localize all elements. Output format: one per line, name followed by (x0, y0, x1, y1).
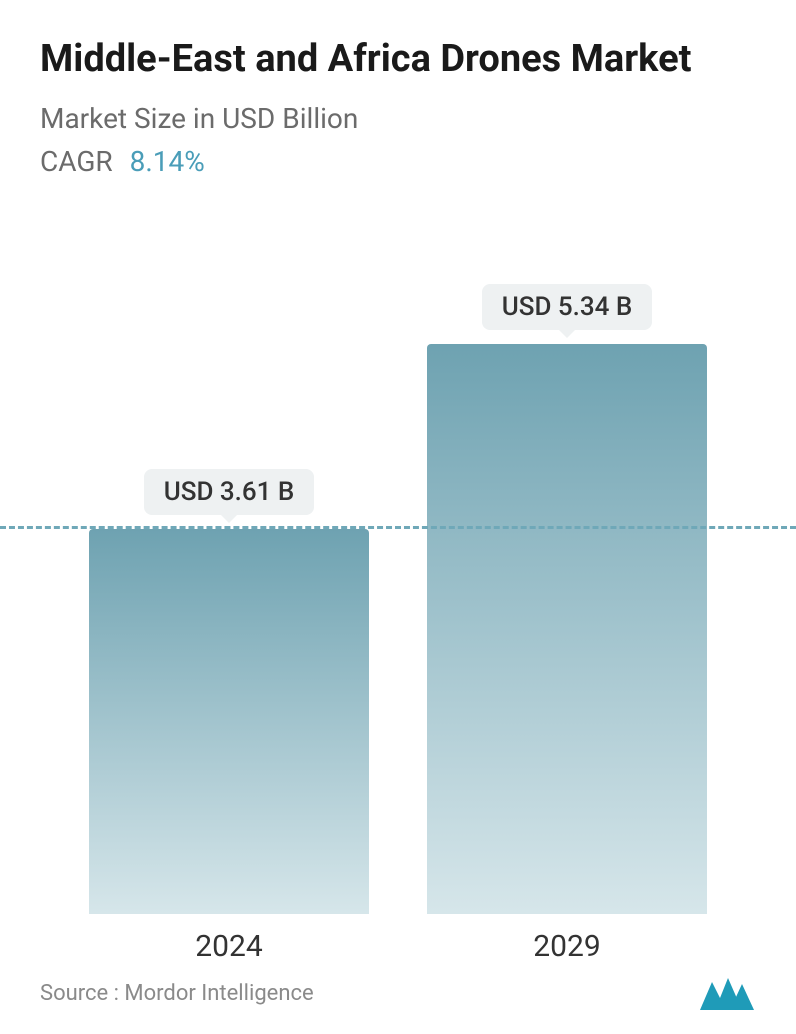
bar-group: USD 3.61 B (89, 469, 369, 914)
source-text: Source : Mordor Intelligence (40, 981, 314, 1006)
bar-group: USD 5.34 B (427, 284, 707, 914)
cagr-line: CAGR 8.14% (40, 145, 756, 178)
chart-area: USD 3.61 B USD 5.34 B 2024 2029 (60, 218, 736, 1034)
chart-container: Middle-East and Africa Drones Market Mar… (0, 0, 796, 1034)
mordor-logo-icon (698, 974, 756, 1012)
cagr-value: 8.14% (130, 145, 205, 178)
footer: Source : Mordor Intelligence (40, 974, 756, 1012)
reference-line (0, 526, 796, 529)
chart-title: Middle-East and Africa Drones Market (40, 36, 756, 84)
bar-value-label: USD 3.61 B (144, 469, 315, 515)
bar-value-label: USD 5.34 B (482, 284, 653, 330)
bars-wrap: USD 3.61 B USD 5.34 B (60, 218, 736, 915)
bar-2029 (427, 344, 707, 914)
x-axis-labels: 2024 2029 (60, 929, 736, 964)
chart-subtitle: Market Size in USD Billion (40, 102, 756, 135)
x-label: 2024 (89, 929, 369, 964)
bar-2024 (89, 529, 369, 914)
x-label: 2029 (427, 929, 707, 964)
cagr-label: CAGR (40, 145, 113, 178)
